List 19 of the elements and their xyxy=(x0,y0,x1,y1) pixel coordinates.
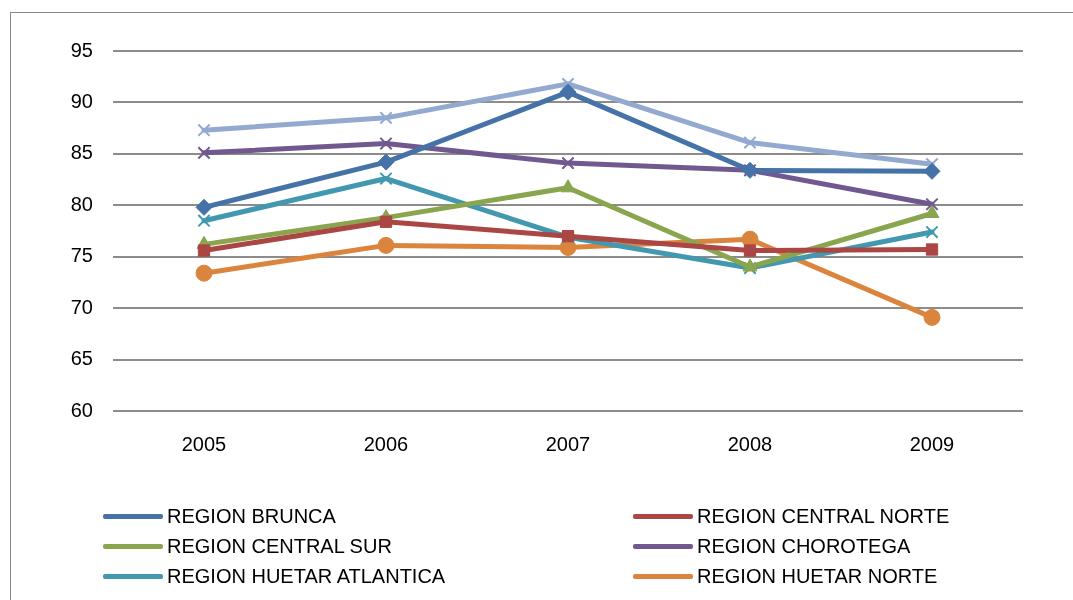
legend-label: REGION BRUNCA xyxy=(167,504,336,528)
legend-label: REGION CENTRAL SUR xyxy=(167,534,392,558)
y-tick-label: 70 xyxy=(70,295,93,318)
legend-label: REGION CHOROTEGA xyxy=(697,534,911,558)
y-tick-label: 75 xyxy=(70,244,93,267)
x-tick-label: 2007 xyxy=(545,432,591,455)
y-tick-label: 90 xyxy=(70,89,93,112)
y-tick-label: 95 xyxy=(70,38,93,61)
x-tick-label: 2008 xyxy=(727,432,773,455)
legend-label: REGION HUETAR ATLANTICA xyxy=(167,564,446,588)
x-tick-label: 2005 xyxy=(181,432,227,455)
y-tick-label: 65 xyxy=(70,347,93,370)
y-tick-label: 60 xyxy=(70,398,93,421)
x-tick-label: 2006 xyxy=(363,432,409,455)
legend-label: REGION HUETAR NORTE xyxy=(697,564,938,588)
legend-label: REGION CENTRAL NORTE xyxy=(697,504,950,528)
y-tick-label: 80 xyxy=(70,192,93,215)
x-tick-label: 2009 xyxy=(909,432,955,455)
y-tick-label: 85 xyxy=(70,141,93,164)
